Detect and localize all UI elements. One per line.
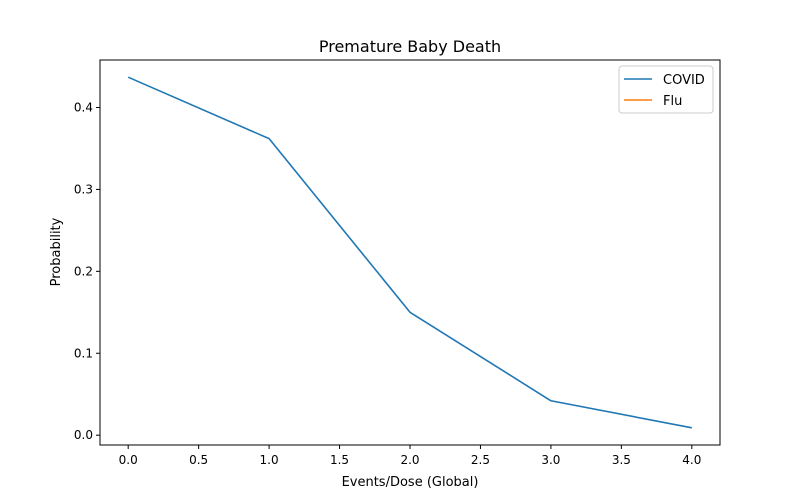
x-axis-label: Events/Dose (Global) (342, 475, 479, 490)
y-tick-label: 0.4 (74, 101, 93, 115)
x-axis: 0.0 0.5 1.0 1.5 2.0 2.5 3.0 3.5 4.0 (119, 445, 701, 467)
x-tick-label: 3.5 (612, 453, 631, 467)
legend-label-covid: COVID (663, 73, 705, 88)
x-tick-label: 0.0 (119, 453, 138, 467)
x-tick-label: 2.0 (400, 453, 419, 467)
legend-box (618, 65, 714, 114)
series-line-covid (127, 76, 692, 429)
y-tick-label: 0.3 (74, 182, 93, 196)
y-tick-label: 0.1 (74, 346, 93, 360)
legend: COVID Flu (618, 65, 714, 114)
x-tick-label: 2.5 (471, 453, 490, 467)
x-tick-label: 0.5 (189, 453, 208, 467)
legend-label-flu: Flu (663, 94, 682, 109)
y-tick-label: 0.2 (74, 264, 93, 278)
y-axis: 0.0 0.1 0.2 0.3 0.4 (74, 101, 100, 442)
plot-lines (127, 76, 692, 429)
chart-title: Premature Baby Death (319, 37, 501, 56)
x-tick-label: 4.0 (682, 453, 701, 467)
y-axis-label: Probability (49, 217, 64, 286)
y-tick-label: 0.0 (74, 428, 93, 442)
x-tick-label: 1.5 (330, 453, 349, 467)
plot-frame (99, 59, 721, 446)
x-tick-label: 3.0 (541, 453, 560, 467)
x-tick-label: 1.0 (260, 453, 279, 467)
